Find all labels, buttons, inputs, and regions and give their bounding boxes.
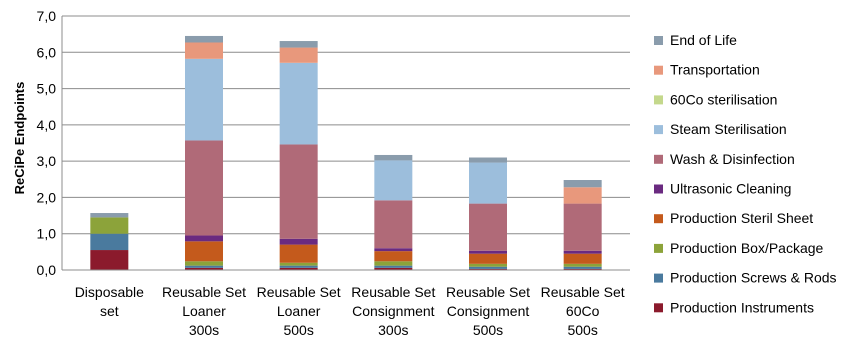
bar-segment xyxy=(374,248,413,252)
bar-segment xyxy=(185,241,223,262)
legend-swatch xyxy=(654,125,663,135)
x-category-label: Reusable Set Consignment 300s xyxy=(351,284,435,338)
bar-segment xyxy=(563,250,602,254)
bar-segment xyxy=(279,238,318,245)
bar-segment xyxy=(374,261,413,266)
bar-segment xyxy=(469,157,507,163)
legend-swatch xyxy=(654,243,663,253)
legend-swatch xyxy=(654,184,663,194)
legend-label: Production Steril Sheet xyxy=(670,210,813,226)
bar-segment xyxy=(374,251,413,262)
y-tick-label: 3,0 xyxy=(37,153,57,169)
bar-segment xyxy=(279,265,318,268)
bar-segment xyxy=(279,244,318,263)
legend-swatch xyxy=(654,154,663,164)
y-tick-label: 4,0 xyxy=(37,117,57,133)
bar-segment xyxy=(185,261,223,266)
bar-segment xyxy=(185,58,223,141)
bar-segment xyxy=(185,267,223,270)
bar-segment xyxy=(563,180,602,188)
bar-segment xyxy=(563,253,602,264)
legend-label: Production Instruments xyxy=(670,299,814,315)
bar-segment xyxy=(563,266,602,269)
y-tick-label: 0,0 xyxy=(37,262,57,278)
legend-swatch xyxy=(654,303,663,313)
y-tick-label: 1,0 xyxy=(37,226,57,242)
bar-segment xyxy=(469,162,507,204)
legend-swatch xyxy=(654,65,663,75)
bar-segment xyxy=(374,160,413,201)
bar-segment xyxy=(374,154,413,161)
bar-segment xyxy=(374,267,413,270)
bar-segment xyxy=(469,250,507,254)
x-category-label: Reusable Set Consignment 500s xyxy=(446,284,530,338)
bar-segment xyxy=(90,213,129,218)
bar-segment xyxy=(185,235,223,242)
legend-swatch xyxy=(654,214,663,224)
y-tick-label: 7,0 xyxy=(37,8,57,24)
bar-segment xyxy=(185,265,223,268)
y-axis-label: ReCiPe Endpoints xyxy=(12,82,27,195)
bar-segment xyxy=(279,267,318,270)
bars xyxy=(62,35,630,271)
x-category-label: Reusable Set Loaner 500s xyxy=(257,284,341,338)
y-tick-label: 2,0 xyxy=(37,189,57,205)
legend-label: Production Box/Package xyxy=(670,240,824,256)
bar-segment xyxy=(374,200,413,249)
bar-segment xyxy=(563,187,602,204)
bar-segment xyxy=(279,47,318,63)
legend-label: Production Screws & Rods xyxy=(670,270,837,286)
bar-segment xyxy=(90,250,129,270)
legend-label: Steam Sterilisation xyxy=(670,121,787,137)
legend: End of Life Transportation 60Co sterilisat… xyxy=(654,32,837,315)
x-category-label: Disposable set xyxy=(75,284,144,319)
bar-segment xyxy=(279,262,318,266)
legend-label: End of Life xyxy=(670,32,737,48)
x-category-label: Reusable Set 60Co 500s xyxy=(541,284,625,338)
bar-segment xyxy=(563,203,602,251)
bar-segment xyxy=(279,62,318,145)
y-tick-label: 5,0 xyxy=(37,81,57,97)
bar-segment xyxy=(185,140,223,236)
legend-swatch xyxy=(654,273,663,283)
legend-label: Wash & Disinfection xyxy=(670,151,795,167)
gridlines xyxy=(61,15,630,271)
y-tick-label: 6,0 xyxy=(37,44,57,60)
bar-segment xyxy=(374,265,413,268)
bar-segment xyxy=(469,266,507,269)
legend-swatch xyxy=(654,95,663,105)
bar-segment xyxy=(469,263,507,267)
bar-segment xyxy=(279,144,318,239)
bar-segment xyxy=(90,217,129,234)
x-category-label: Reusable Set Loaner 300s xyxy=(162,284,246,338)
legend-label: Transportation xyxy=(670,62,760,78)
legend-label: 60Co sterilisation xyxy=(670,91,777,107)
legend-swatch xyxy=(654,36,663,45)
bar-segment xyxy=(469,268,507,270)
legend-label: Ultrasonic Cleaning xyxy=(670,181,791,197)
bar-segment xyxy=(279,41,318,48)
bar-segment xyxy=(90,233,129,251)
y-tick-labels: 0,0 1,0 2,0 3,0 4,0 5,0 6,0 7,0 xyxy=(37,8,57,278)
bar-segment xyxy=(563,268,602,270)
bar-segment xyxy=(563,263,602,267)
bar-segment xyxy=(185,35,223,43)
bar-segment xyxy=(469,203,507,251)
bar-segment xyxy=(469,253,507,264)
bar-segment xyxy=(185,42,223,59)
